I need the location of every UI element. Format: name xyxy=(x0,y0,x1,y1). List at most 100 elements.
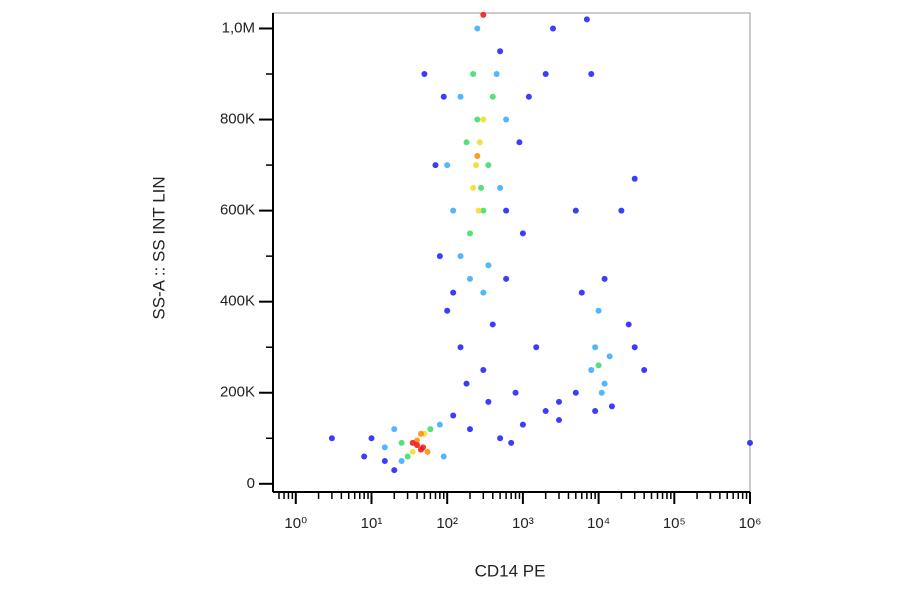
point xyxy=(595,362,602,369)
point xyxy=(328,435,335,442)
point xyxy=(631,344,638,351)
y-tick-label: 600K xyxy=(220,202,255,219)
point xyxy=(381,458,388,465)
point xyxy=(480,207,487,214)
point xyxy=(474,116,481,123)
point xyxy=(493,71,500,78)
point xyxy=(398,439,405,446)
y-tick-label: 0 xyxy=(247,475,255,492)
point xyxy=(485,262,492,269)
point xyxy=(409,448,416,455)
x-tick-label: 10² xyxy=(436,515,458,532)
point xyxy=(601,275,608,282)
point xyxy=(592,407,599,414)
point xyxy=(595,307,602,314)
point xyxy=(512,389,519,396)
point xyxy=(409,439,416,446)
y-tick-label: 800K xyxy=(220,111,255,128)
point xyxy=(497,435,504,442)
point xyxy=(404,453,411,460)
x-tick-label: 10⁰ xyxy=(284,515,307,532)
point xyxy=(588,71,595,78)
point xyxy=(470,71,477,78)
point xyxy=(542,71,549,78)
point xyxy=(474,25,481,32)
y-tick-label: 400K xyxy=(220,293,255,310)
point xyxy=(503,116,510,123)
point xyxy=(432,162,439,169)
point xyxy=(427,426,434,433)
point xyxy=(572,207,579,214)
point xyxy=(542,407,549,414)
y-axis-label: SS-A :: SS INT LIN xyxy=(149,176,168,319)
point xyxy=(457,253,464,260)
point xyxy=(519,421,526,428)
point xyxy=(463,380,470,387)
point xyxy=(444,162,451,169)
point xyxy=(485,398,492,405)
x-tick-label: 10³ xyxy=(512,515,534,532)
point xyxy=(391,467,398,474)
point xyxy=(398,458,405,465)
point xyxy=(480,366,487,373)
y-tick-label: 200K xyxy=(220,384,255,401)
x-axis-label: CD14 PE xyxy=(475,561,546,580)
point xyxy=(485,162,492,169)
point xyxy=(556,417,563,424)
point xyxy=(503,275,510,282)
point xyxy=(598,389,605,396)
point xyxy=(478,184,485,191)
point xyxy=(421,71,428,78)
point xyxy=(508,439,515,446)
point xyxy=(606,353,613,360)
point xyxy=(480,289,487,296)
point xyxy=(618,207,625,214)
point xyxy=(381,444,388,451)
point xyxy=(444,307,451,314)
point xyxy=(583,16,590,23)
point xyxy=(631,175,638,182)
point xyxy=(457,344,464,351)
point xyxy=(572,389,579,396)
point xyxy=(450,207,457,214)
point xyxy=(436,253,443,260)
point xyxy=(747,439,753,446)
point xyxy=(450,289,457,296)
point xyxy=(503,207,510,214)
point xyxy=(368,435,375,442)
x-tick-label: 10⁴ xyxy=(587,515,610,532)
point xyxy=(417,446,424,453)
point xyxy=(497,184,504,191)
point xyxy=(550,25,557,32)
point xyxy=(466,426,473,433)
point xyxy=(556,398,563,405)
plot-frame xyxy=(272,12,751,493)
point xyxy=(475,207,482,214)
point xyxy=(480,116,487,123)
point xyxy=(450,412,457,419)
point xyxy=(463,139,470,146)
point xyxy=(470,184,477,191)
point xyxy=(489,321,496,328)
point xyxy=(601,380,608,387)
point xyxy=(361,453,368,460)
point xyxy=(641,366,648,373)
point xyxy=(440,453,447,460)
point xyxy=(474,152,481,159)
point xyxy=(608,403,615,410)
point xyxy=(519,230,526,237)
point xyxy=(424,448,431,455)
point xyxy=(417,430,424,437)
point xyxy=(480,11,487,18)
point xyxy=(466,230,473,237)
point xyxy=(472,162,479,169)
x-tick-label: 10¹ xyxy=(361,515,383,532)
point xyxy=(533,344,540,351)
point xyxy=(440,93,447,100)
point xyxy=(625,321,632,328)
point xyxy=(588,366,595,373)
x-tick-label: 10⁶ xyxy=(739,515,762,532)
point xyxy=(592,344,599,351)
point xyxy=(436,421,443,428)
